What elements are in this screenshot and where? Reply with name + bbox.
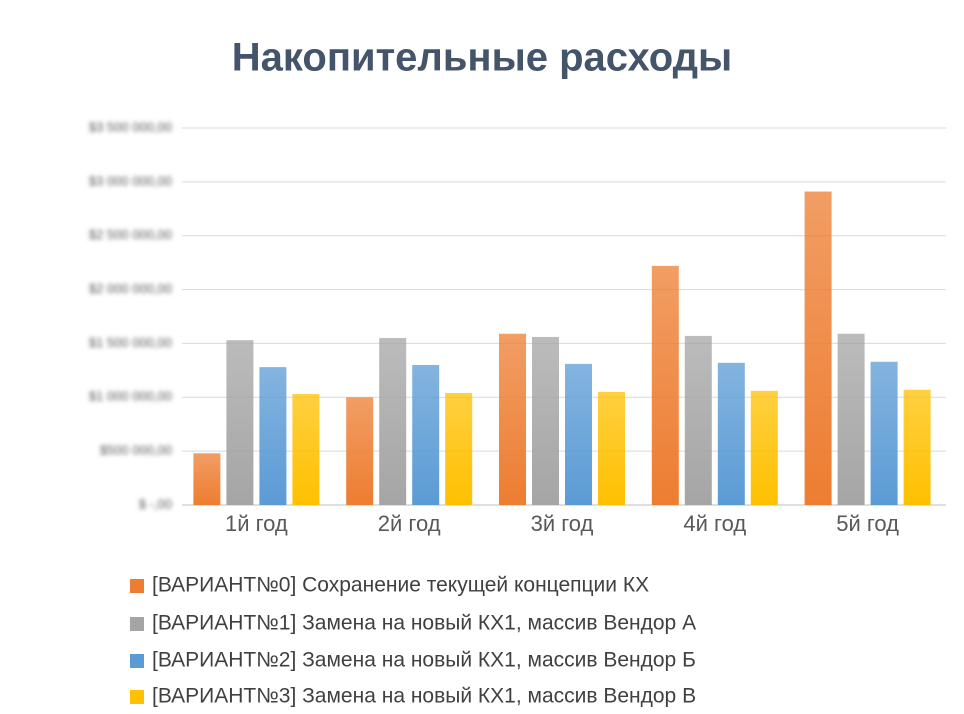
x-tick-label: 3й год: [531, 511, 594, 536]
y-tick-label: $2 500 000,00: [89, 227, 172, 242]
bar: [259, 367, 287, 505]
x-tick-label: 4й год: [683, 511, 746, 536]
bar: [445, 392, 473, 505]
x-tick-label: 5й год: [836, 511, 899, 536]
y-tick-label: $2 000 000,00: [89, 281, 172, 296]
bar: [870, 361, 898, 505]
bar: [651, 265, 679, 505]
legend-label: [ВАРИАНТ№2] Замена на новый КХ1, массив …: [152, 649, 696, 672]
x-tick-label: 1й год: [225, 511, 288, 536]
bar: [292, 394, 320, 505]
bar: [598, 391, 625, 505]
y-tick-label: $1 000 000,00: [89, 389, 172, 404]
bar: [684, 335, 712, 505]
bar: [379, 338, 407, 505]
bar: [750, 390, 778, 505]
chart-title: Накопительные расходы: [232, 36, 732, 80]
legend-label: [ВАРИАНТ№3] Замена на новый КХ1, массив …: [152, 685, 696, 708]
y-tick-label: $3 500 000,00: [89, 119, 172, 134]
bar: [903, 389, 931, 505]
y-tick-label: $500 000,00: [100, 443, 172, 458]
legend-swatch: [130, 579, 144, 593]
legend-swatch: [130, 617, 144, 631]
legend-swatch: [130, 654, 144, 668]
bar: [837, 333, 865, 505]
bar: [226, 340, 254, 505]
legend-label: [ВАРИАНТ№0] Сохранение текущей концепции…: [152, 574, 649, 597]
y-tick-label: $3 000 000,00: [89, 173, 172, 188]
bar: [565, 363, 592, 505]
bar: [499, 333, 526, 505]
y-tick-label: $ -,00: [139, 496, 172, 511]
bar: [346, 397, 374, 505]
bar: [717, 362, 745, 505]
legend-label: [ВАРИАНТ№1] Замена на новый КХ1, массив …: [152, 612, 696, 635]
bar: [193, 453, 221, 505]
legend-swatch: [130, 690, 144, 704]
y-tick-label: $1 500 000,00: [89, 335, 172, 350]
x-tick-label: 2й год: [378, 511, 441, 536]
bar: [532, 336, 559, 505]
bar: [804, 191, 832, 505]
bar: [412, 364, 440, 505]
